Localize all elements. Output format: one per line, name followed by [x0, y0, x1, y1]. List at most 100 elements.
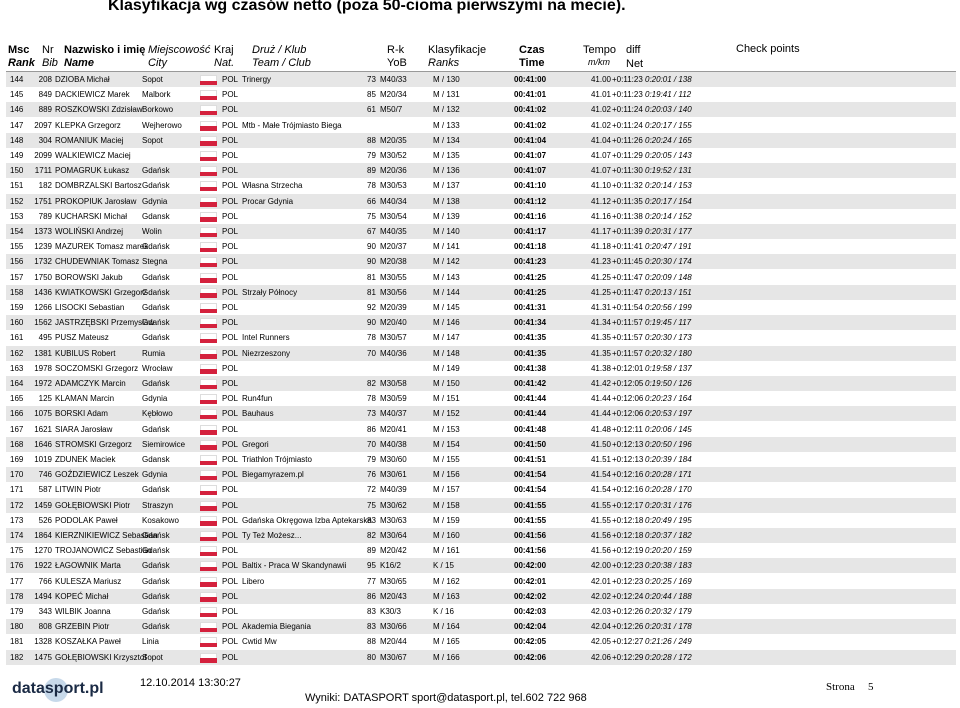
bib: 1328: [34, 637, 52, 647]
nat: POL: [222, 485, 239, 495]
bib: 1019: [34, 455, 52, 464]
flag-icon: [200, 166, 217, 177]
yob: 88: [367, 135, 376, 145]
flag-stripe: [200, 515, 217, 522]
yob: 82: [367, 379, 376, 388]
team: Akademia Biegania: [242, 622, 311, 632]
diff: +0:11:45: [612, 257, 643, 267]
diff: +0:12:27: [612, 637, 644, 647]
diff: +0:12:26: [612, 622, 644, 632]
rank: 156: [10, 257, 24, 267]
rank: 175: [10, 546, 24, 556]
time: 00:41:23: [514, 257, 547, 267]
flag-icon: [200, 227, 217, 237]
yob: 90: [367, 257, 376, 267]
yob: 86: [367, 424, 376, 434]
tempo: 41.34: [590, 318, 611, 328]
bib: 1646: [34, 439, 52, 449]
class-rank: M / 140: [433, 227, 460, 236]
flag-stripe: [200, 546, 217, 552]
flag-icon: [200, 607, 217, 617]
nat: POL: [222, 591, 239, 601]
category: M30/52: [380, 151, 407, 160]
time: 00:41:25: [514, 287, 547, 297]
diff: +0:11:57: [612, 318, 643, 328]
net-time: 0:20:30 / 173: [645, 333, 692, 343]
name: KULESZA Mariusz: [55, 576, 122, 586]
category: M20/38: [380, 257, 407, 267]
bib: 1562: [34, 318, 52, 328]
city: Kosakowo: [142, 515, 179, 525]
rank: 155: [10, 242, 24, 252]
flag-icon: [200, 455, 217, 465]
city: Gdańsk: [142, 303, 170, 312]
team: Bauhaus: [242, 409, 274, 419]
net-time: 0:20:49 / 195: [645, 515, 692, 525]
flag-stripe: [200, 135, 217, 142]
net-time: 0:20:14 / 152: [645, 211, 692, 221]
result-row: 159 1266 LISOCKI Sebastian Gdańsk POL 92 M20/3…: [6, 300, 956, 315]
net-time: 0:20:30 / 174: [645, 257, 692, 267]
net-time: 0:20:28 / 171: [645, 470, 692, 480]
time: 00:41:16: [514, 211, 547, 221]
flag-stripe: [200, 232, 217, 237]
class-rank: M / 143: [433, 272, 460, 282]
name: GOŹDZIEWICZ Leszek: [55, 470, 139, 480]
nat: POL: [222, 561, 239, 571]
time: 00:42:03: [514, 607, 547, 616]
nat: POL: [222, 272, 239, 282]
city: Gdańsk: [142, 561, 170, 571]
flag-stripe: [200, 80, 217, 85]
yob: 89: [367, 546, 376, 556]
flag-stripe: [200, 576, 217, 583]
diff: +0:11:26: [612, 135, 643, 145]
flag-stripe: [200, 151, 217, 157]
header-nat-en: Nat.: [214, 57, 235, 69]
nat: POL: [222, 196, 239, 206]
name: GRZEBIN Piotr: [55, 622, 110, 632]
flag-icon: [200, 303, 217, 313]
rank: 162: [10, 348, 24, 358]
flag-stripe: [200, 414, 217, 420]
rank: 163: [10, 363, 24, 373]
class-rank: K / 16: [433, 607, 454, 616]
contact: Wyniki: DATASPORT sport@datasport.pl, te…: [305, 692, 587, 704]
bib: 1373: [34, 227, 52, 236]
rank: 148: [10, 135, 24, 145]
result-row: 163 1978 SOCZOMSKI Grzegorz Wrocław POL M / 1…: [6, 361, 956, 376]
yob: 79: [367, 151, 376, 160]
class-rank: M / 131: [433, 90, 460, 100]
logo-text: datasport.pl: [12, 680, 104, 697]
city: Gdańsk: [142, 591, 170, 601]
header-diff: diff: [626, 44, 641, 56]
flag-stripe: [200, 470, 217, 476]
yob: 90: [367, 242, 376, 252]
net-time: 0:20:09 / 148: [645, 272, 692, 282]
tempo: 41.25: [590, 287, 611, 297]
rank: 149: [10, 151, 24, 160]
result-row: 151 182 DOMBRZALSKI Bartosz Gdańsk POL Własna…: [6, 178, 956, 193]
time: 00:41:50: [514, 439, 547, 449]
tempo: 41.10: [590, 181, 611, 191]
class-rank: M / 158: [433, 500, 460, 510]
header-team-en: Team / Club: [252, 57, 311, 69]
flag-icon: [200, 531, 217, 541]
city: Kębłowo: [142, 409, 173, 419]
flag-stripe: [200, 308, 217, 313]
tempo: 41.55: [590, 515, 611, 525]
nat: POL: [222, 257, 239, 267]
result-row: 167 1621 SIARA Jarosław Gdańsk POL 86 M20/41 M …: [6, 422, 956, 437]
yob: 81: [367, 272, 376, 282]
team: Intel Runners: [242, 333, 290, 343]
category: M30/67: [380, 652, 407, 662]
nat: POL: [222, 135, 239, 145]
result-row: 171 587 LITWIN Piotr Gdańsk POL 72 M40/39 M / 1…: [6, 482, 956, 497]
nat: POL: [222, 75, 239, 84]
rank: 165: [10, 394, 24, 404]
result-row: 161 495 PUSZ Mateusz Gdańsk POL Intel Runners…: [6, 330, 956, 345]
nat: POL: [222, 455, 239, 464]
time: 00:41:51: [514, 455, 547, 464]
bib: 1978: [34, 363, 52, 373]
city: Linia: [142, 637, 159, 647]
bib: 849: [38, 90, 52, 100]
